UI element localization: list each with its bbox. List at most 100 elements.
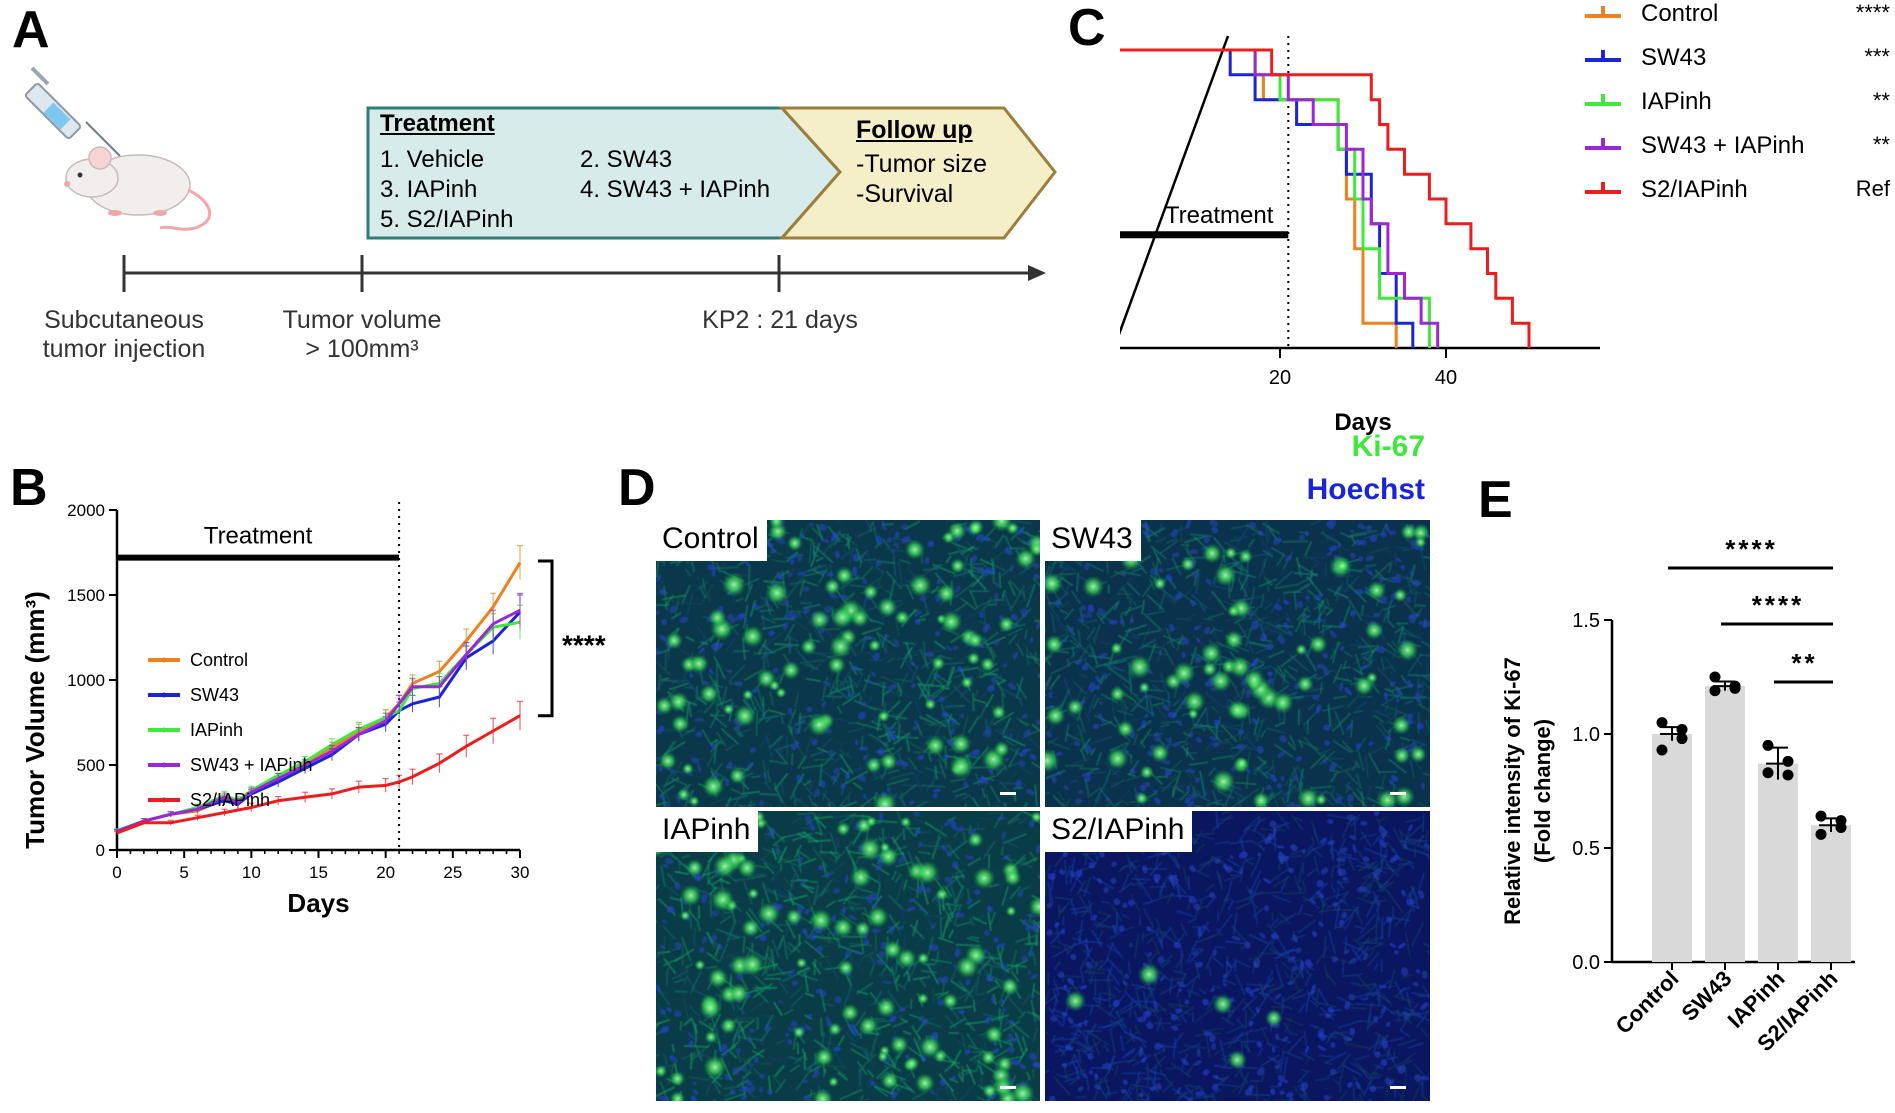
series-line-s2-iapinh [116, 714, 521, 835]
legend-tick [1601, 50, 1605, 62]
y-tick-label: 1000 [67, 671, 105, 690]
y-tick-label: 0 [96, 841, 105, 860]
series-line-sw43-iapinh [116, 608, 521, 833]
plot-group: 0501000204060DaysProbability of Survival… [1120, 35, 1600, 436]
legend-significance: ** [1872, 132, 1890, 157]
data-point [1815, 828, 1827, 840]
x-tick-label: 40 [1435, 367, 1457, 389]
y-tick-label: 500 [77, 756, 105, 775]
followup-box [778, 106, 1057, 240]
legend-label: S2/IAPinh [1641, 176, 1748, 203]
micrograph-sw43: SW43 [1045, 520, 1430, 807]
data-point [1709, 685, 1721, 697]
scale-bar [1000, 1086, 1016, 1089]
legend-marker [161, 797, 167, 803]
stain-label-hoechst: Hoechst [1306, 473, 1425, 506]
legend-label: S2/IAPinh [190, 790, 270, 810]
micrograph-label: IAPinh [656, 811, 759, 852]
legend-significance: Ref [1855, 176, 1890, 201]
treatment-item: 3. IAPinh [380, 176, 478, 203]
comparison-label: **** [1752, 590, 1804, 620]
stain-label-ki67: Ki-67 [1351, 430, 1425, 463]
timeline-label: Subcutaneous tumor injection [42, 306, 206, 363]
micrograph-s2-iapinh: S2/IAPinh [1045, 811, 1430, 1101]
data-point [1762, 739, 1774, 751]
x-tick-label: 0 [112, 863, 121, 882]
legend-label: Control [1641, 0, 1719, 27]
data-point [1676, 733, 1688, 745]
x-axis-label: Days [1334, 409, 1391, 436]
panel-label-a: A [12, 1, 50, 59]
legend-significance: **** [1855, 0, 1890, 25]
followup-title: Follow up [856, 116, 973, 144]
legend-row: SW43 *** [1585, 44, 1890, 84]
tumor-volume-chart: 0 500 1000 1500 2000 0 5 10 15 20 25 30 Days Tumor Vo… [20, 501, 606, 918]
panel-label-e: E [1478, 471, 1513, 529]
legend-row: IAPinh ** [1585, 88, 1890, 128]
data-point [1729, 680, 1741, 692]
x-tick-label: 30 [511, 863, 530, 882]
legend-marker [161, 727, 167, 733]
legend-label: Control [190, 650, 248, 670]
data-point [1782, 755, 1794, 767]
legend-significance: ** [1872, 88, 1890, 113]
followup-item: -Survival [856, 180, 954, 208]
bar [1705, 686, 1745, 962]
legend-tick [1601, 6, 1605, 18]
followup-item: -Tumor size [856, 150, 988, 178]
micrograph-label: SW43 [1045, 520, 1141, 561]
y-axis-line [1120, 35, 1230, 336]
scale-bar [1000, 792, 1016, 795]
x-tick-label: 25 [443, 863, 462, 882]
data-point [1762, 767, 1774, 779]
timeline-label: KP2 : 21 days [702, 306, 858, 334]
data-point [1656, 717, 1668, 729]
y-tick-label: 1.5 [1572, 610, 1600, 632]
y-tick-label: 0.0 [1572, 952, 1600, 974]
treatment-timeline [122, 106, 1057, 292]
legend-row: Control **** [1585, 0, 1890, 40]
x-tick-label: Control [1611, 966, 1684, 1039]
legend-label: SW43 [190, 685, 239, 705]
legend-marker [161, 657, 167, 663]
y-axis-label: Relative intensity of Ki-67 [1500, 657, 1525, 925]
scale-bar [1390, 1086, 1406, 1089]
x-tick-label: 20 [1269, 367, 1291, 389]
km-curve-s2-iapinh [1120, 48, 1531, 348]
km-curve-iapinh [1120, 48, 1431, 348]
data-point [1709, 671, 1721, 683]
legend-tick [1601, 94, 1605, 106]
panel-label-d: D [618, 459, 656, 517]
data-point [1782, 769, 1794, 781]
panel-label-b: B [10, 459, 48, 517]
bar [1811, 825, 1851, 962]
data-point [1676, 723, 1688, 735]
legend-marker [161, 762, 167, 768]
y-tick-label: 1500 [67, 586, 105, 605]
treatment-item: 2. SW43 [580, 146, 673, 173]
ki67-bar-chart: 0.0 0.5 1.0 1.5 Relative intensity of Ki-67(… [1500, 534, 1855, 1056]
treatment-item: 1. Vehicle [380, 146, 485, 173]
legend-label: SW43 + IAPinh [1641, 132, 1805, 159]
legend-tick [1601, 138, 1605, 150]
y-axis-label: Tumor Volume (mm³) [20, 591, 50, 849]
legend-tick [1601, 182, 1605, 194]
data-point [1835, 815, 1847, 827]
x-tick-label: 20 [376, 863, 395, 882]
treatment-item: 5. S2/IAPinh [380, 206, 514, 233]
bar [1758, 763, 1798, 962]
panel-label-c: C [1068, 0, 1106, 57]
y-tick-label: 0.5 [1572, 838, 1600, 860]
treatment-item: 4. SW43 + IAPinh [580, 176, 771, 203]
x-tick-label: 5 [179, 863, 188, 882]
data-point [1815, 810, 1827, 822]
legend-label: SW43 + IAPinh [190, 755, 313, 775]
micrograph-label: S2/IAPinh [1045, 811, 1193, 852]
y-tick-label: 1.0 [1572, 724, 1600, 746]
micrograph-control: Control [656, 520, 1040, 807]
x-tick-label: 10 [242, 863, 261, 882]
survival-legend: Control **** SW43 *** IAPinh ** SW43 + IAPinh *… [1585, 0, 1890, 260]
mouse-icon [64, 146, 212, 231]
legend-row: S2/IAPinh Ref [1585, 176, 1890, 216]
significance-label: **** [562, 629, 606, 660]
